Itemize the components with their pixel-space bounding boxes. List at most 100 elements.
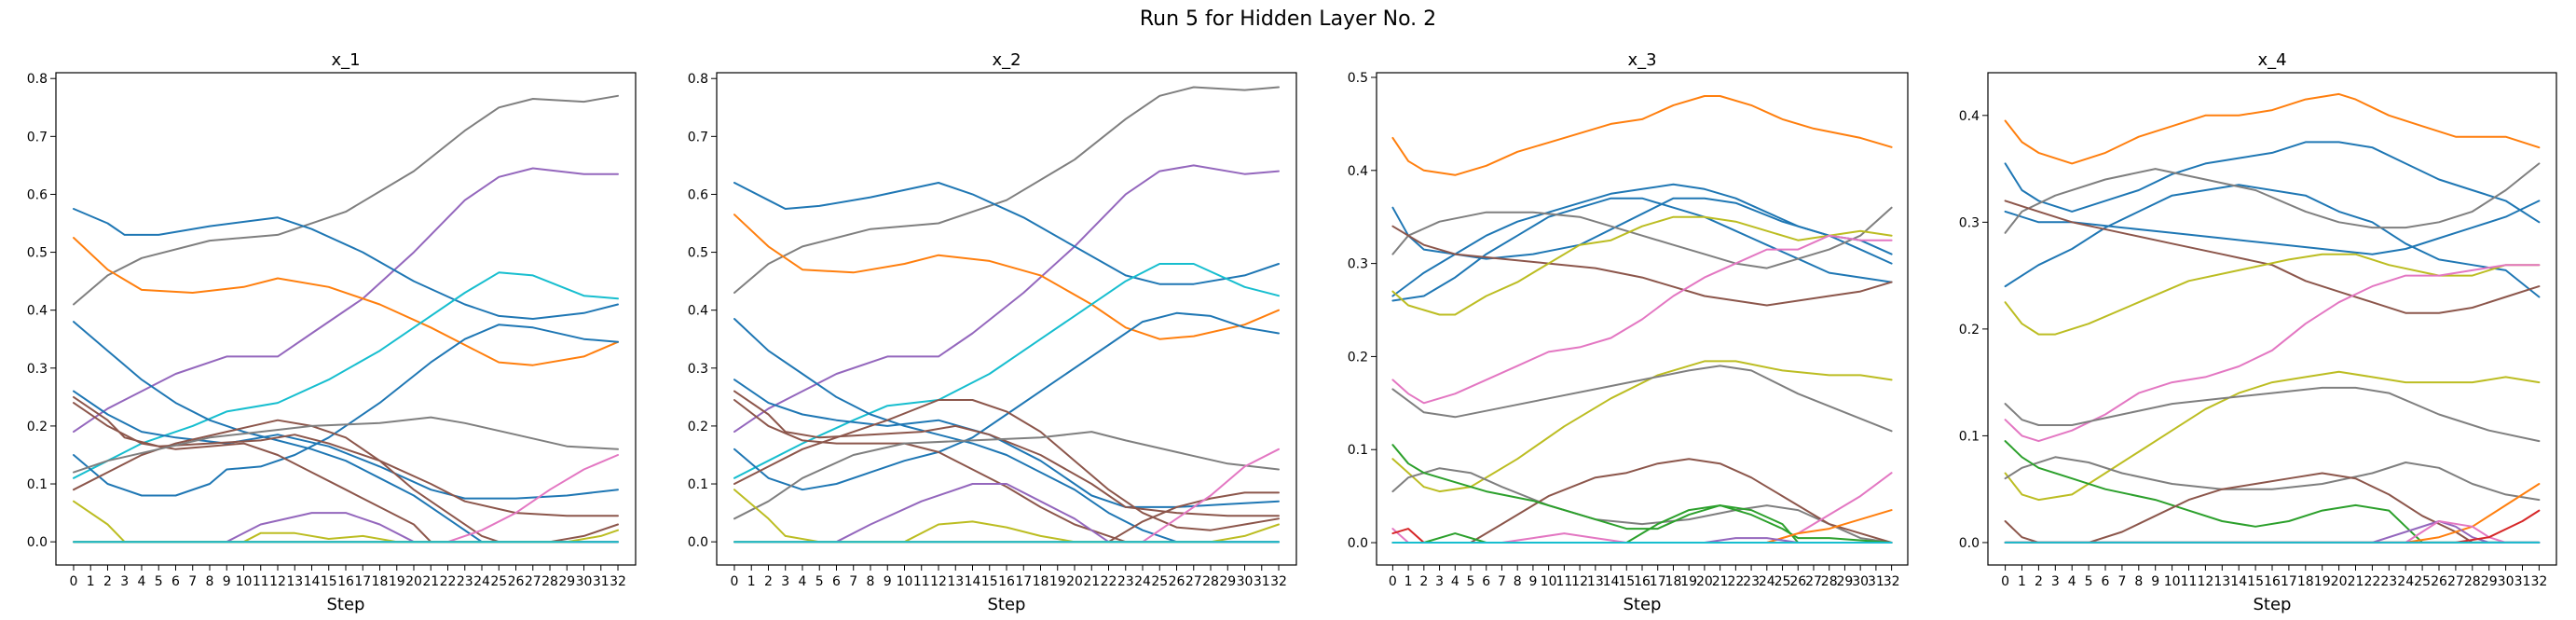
series-line-1: [733, 86, 1280, 294]
y-tick-label: 0.4: [1959, 109, 1980, 124]
x-tick-label: 27: [525, 574, 541, 589]
x-tick-label: 23: [1117, 574, 1134, 589]
series-line-9: [733, 390, 1280, 517]
x-tick-label: 13: [2213, 574, 2230, 589]
x-axis-label: Step: [2254, 595, 2292, 614]
x-tick-label: 27: [2447, 574, 2464, 589]
x-tick-label: 3: [1435, 574, 1444, 589]
x-tick-label: 1: [1404, 574, 1413, 589]
x-tick-label: 0: [731, 574, 739, 589]
x-axis-label: Step: [1624, 595, 1662, 614]
x-tick-label: 20: [1696, 574, 1713, 589]
x-tick-label: 20: [2331, 574, 2348, 589]
y-tick-label: 0.3: [27, 362, 48, 377]
x-tick-label: 30: [576, 574, 593, 589]
x-tick-label: 8: [1514, 574, 1522, 589]
x-tick-label: 24: [2397, 574, 2414, 589]
x-tick-label: 3: [120, 574, 129, 589]
x-tick-label: 6: [171, 574, 180, 589]
x-tick-label: 1: [2018, 574, 2026, 589]
chart-panels: 0.00.10.20.30.40.50.60.70.80 1 2 3 4 5 6 7 8 9 10 1…: [27, 50, 2557, 614]
series-line-10: [1391, 365, 1893, 433]
x-tick-label: 29: [2481, 574, 2498, 589]
x-tick-label: 13: [286, 574, 303, 589]
series-line-7: [733, 311, 1280, 491]
series-line-10: [2004, 386, 2541, 443]
series-line-9: [1391, 360, 1893, 493]
x-tick-label: 6: [2102, 574, 2110, 589]
series-line-16: [733, 483, 1280, 544]
x-tick-label: 4: [1451, 574, 1459, 589]
y-tick-label: 0.8: [688, 72, 708, 87]
y-tick-label: 0.1: [1959, 429, 1980, 444]
y-tick-label: 0.6: [688, 187, 708, 202]
series-line-5: [1391, 206, 1893, 269]
x-tick-label: 13: [1587, 574, 1604, 589]
x-tick-label: 31: [1254, 574, 1270, 589]
y-tick-label: 0.5: [27, 246, 48, 261]
x-tick-label: 2: [2035, 574, 2043, 589]
x-tick-label: 12: [930, 574, 947, 589]
x-tick-label: 28: [1202, 574, 1219, 589]
x-tick-label: 20: [1066, 574, 1083, 589]
x-tick-label: 21: [1712, 574, 1729, 589]
y-tick-label: 0.4: [688, 304, 708, 319]
series-line-14: [1391, 504, 1893, 544]
chart-title: x_1: [331, 50, 360, 70]
series-line-3: [733, 182, 1280, 285]
x-tick-label: 10: [897, 574, 913, 589]
x-tick-label: 22: [1727, 574, 1744, 589]
x-tick-label: 16: [2264, 574, 2281, 589]
x-tick-label: 11: [1555, 574, 1572, 589]
x-tick-label: 10: [1541, 574, 1557, 589]
x-tick-label: 24: [473, 574, 490, 589]
series-line-4: [1391, 197, 1893, 302]
x-tick-label: 28: [1821, 574, 1838, 589]
x-tick-label: 12: [2197, 574, 2213, 589]
chart-panel-1: 0.00.10.20.30.40.50.60.70.80 1 2 3 4 5 6 7 8 9 10 1…: [27, 50, 637, 614]
y-tick-label: 0.2: [27, 420, 48, 434]
series-line-1: [1391, 95, 1893, 176]
x-tick-label: 26: [508, 574, 525, 589]
y-tick-label: 0.4: [1348, 164, 1368, 179]
chart-title: x_4: [2257, 50, 2286, 70]
series-line-7: [1391, 215, 1893, 316]
x-tick-label: 15: [321, 574, 337, 589]
x-tick-label: 25: [490, 574, 507, 589]
x-tick-label: 10: [2164, 574, 2181, 589]
x-tick-label: 18: [1665, 574, 1682, 589]
x-tick-label: 30: [1852, 574, 1869, 589]
x-tick-label: 13: [947, 574, 964, 589]
x-tick-label: 7: [1498, 574, 1506, 589]
chart-panel-2: 0.00.10.20.30.40.50.60.70.80 1 2 3 4 5 6 7 8 9 10 1…: [688, 50, 1297, 614]
x-tick-label: 24: [1134, 574, 1151, 589]
x-tick-label: 14: [2230, 574, 2247, 589]
x-tick-label: 19: [1049, 574, 1066, 589]
series-line-4: [73, 237, 619, 366]
y-tick-label: 0.1: [688, 477, 708, 492]
x-tick-label: 25: [1774, 574, 1791, 589]
y-tick-label: 0.0: [688, 535, 708, 550]
series-line-12: [73, 416, 619, 474]
x-tick-label: 32: [2530, 574, 2547, 589]
x-tick-label: 20: [405, 574, 422, 589]
x-tick-label: 16: [998, 574, 1015, 589]
x-tick-label: 29: [1837, 574, 1854, 589]
series-line-6: [1391, 225, 1893, 307]
x-tick-label: 15: [981, 574, 998, 589]
x-tick-label: 8: [2134, 574, 2143, 589]
x-tick-label: 29: [558, 574, 575, 589]
y-tick-label: 0.3: [688, 362, 708, 377]
series-line-12: [2004, 440, 2541, 544]
x-tick-label: 21: [1083, 574, 1100, 589]
x-tick-label: 1: [87, 574, 95, 589]
x-tick-label: 17: [2281, 574, 2297, 589]
x-tick-label: 6: [832, 574, 841, 589]
x-tick-label: 9: [884, 574, 892, 589]
y-tick-label: 0.4: [27, 304, 48, 319]
x-tick-label: 1: [747, 574, 756, 589]
x-tick-label: 8: [867, 574, 875, 589]
x-tick-label: 7: [2117, 574, 2126, 589]
series-line-14: [73, 500, 619, 544]
series-line-6: [733, 318, 1280, 544]
